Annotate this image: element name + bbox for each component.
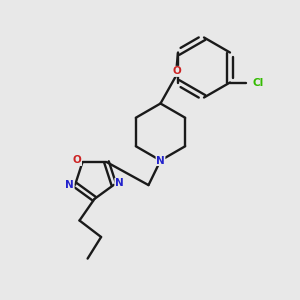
Text: O: O (73, 155, 82, 166)
Text: N: N (156, 155, 165, 166)
Text: Cl: Cl (252, 77, 263, 88)
Text: O: O (172, 66, 181, 76)
Text: N: N (115, 178, 124, 188)
Text: N: N (65, 180, 74, 190)
